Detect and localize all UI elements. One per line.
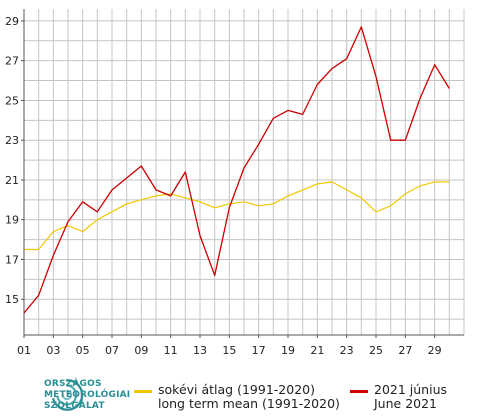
- grid-lines: [23, 9, 465, 335]
- x-tick-label: 25: [369, 344, 383, 357]
- series-lines: [23, 26, 450, 314]
- x-tick-label: 13: [193, 344, 207, 357]
- x-tick-label: 07: [105, 344, 119, 357]
- x-tick-label: 01: [17, 344, 31, 357]
- legend-label-hu: sokévi átlag (1991-2020): [158, 382, 315, 397]
- x-tick-labels: 01 03 05 07 09 11 13 15 17 19 21 23 25 27 29: [17, 335, 442, 357]
- legend-item-long-term-mean: sokévi átlag (1991-2020) long term mean …: [134, 383, 340, 411]
- y-tick-label: 19: [5, 214, 19, 227]
- x-tick-label: 19: [281, 344, 295, 357]
- y-tick-label: 21: [5, 174, 19, 187]
- x-tick-label: 09: [134, 344, 148, 357]
- x-tick-label: 03: [46, 344, 60, 357]
- series-line-long-term-mean: [24, 181, 450, 251]
- y-tick-label: 23: [5, 134, 19, 147]
- x-tick-label: 29: [428, 344, 442, 357]
- axes: [23, 9, 464, 336]
- logo-line-3: SZOLGÁLAT: [44, 401, 105, 411]
- met-service-logo-text: ORSZÁGOS METEOROLÓGIAI SZOLGÁLAT: [44, 379, 130, 412]
- legend-label-en: June 2021: [374, 396, 438, 411]
- legend-item-june-2021: 2021 június June 2021: [350, 383, 447, 411]
- x-tick-label: 15: [222, 344, 236, 357]
- line-chart: 01 03 05 07 09 11 13 15 17 19 21 23 25 27 29 15 17 19 21 2…: [5, 9, 465, 357]
- x-tick-label: 27: [398, 344, 412, 357]
- y-tick-label: 27: [5, 55, 19, 68]
- y-tick-label: 29: [5, 15, 19, 28]
- x-tick-label: 11: [164, 344, 178, 357]
- legend-label-hu: 2021 június: [374, 382, 448, 397]
- legend-swatch-red: [350, 390, 368, 393]
- legend-label-en: long term mean (1991-2020): [158, 396, 340, 411]
- y-tick-labels: 15 17 19 21 23 25 27 29: [5, 15, 24, 306]
- series-line-june-2021: [23, 26, 450, 314]
- y-tick-label: 25: [5, 94, 19, 107]
- y-tick-label: 17: [5, 253, 19, 266]
- x-tick-label: 17: [252, 344, 266, 357]
- logo-line-1: ORSZÁGOS: [44, 379, 102, 389]
- x-tick-label: 23: [340, 344, 354, 357]
- y-tick-label: 15: [5, 293, 19, 306]
- x-tick-label: 21: [310, 344, 324, 357]
- met-service-logo-icon: [52, 379, 84, 411]
- legend-swatch-yellow: [134, 390, 152, 393]
- logo-line-2: METEOROLÓGIAI: [44, 390, 131, 400]
- x-tick-label: 05: [76, 344, 90, 357]
